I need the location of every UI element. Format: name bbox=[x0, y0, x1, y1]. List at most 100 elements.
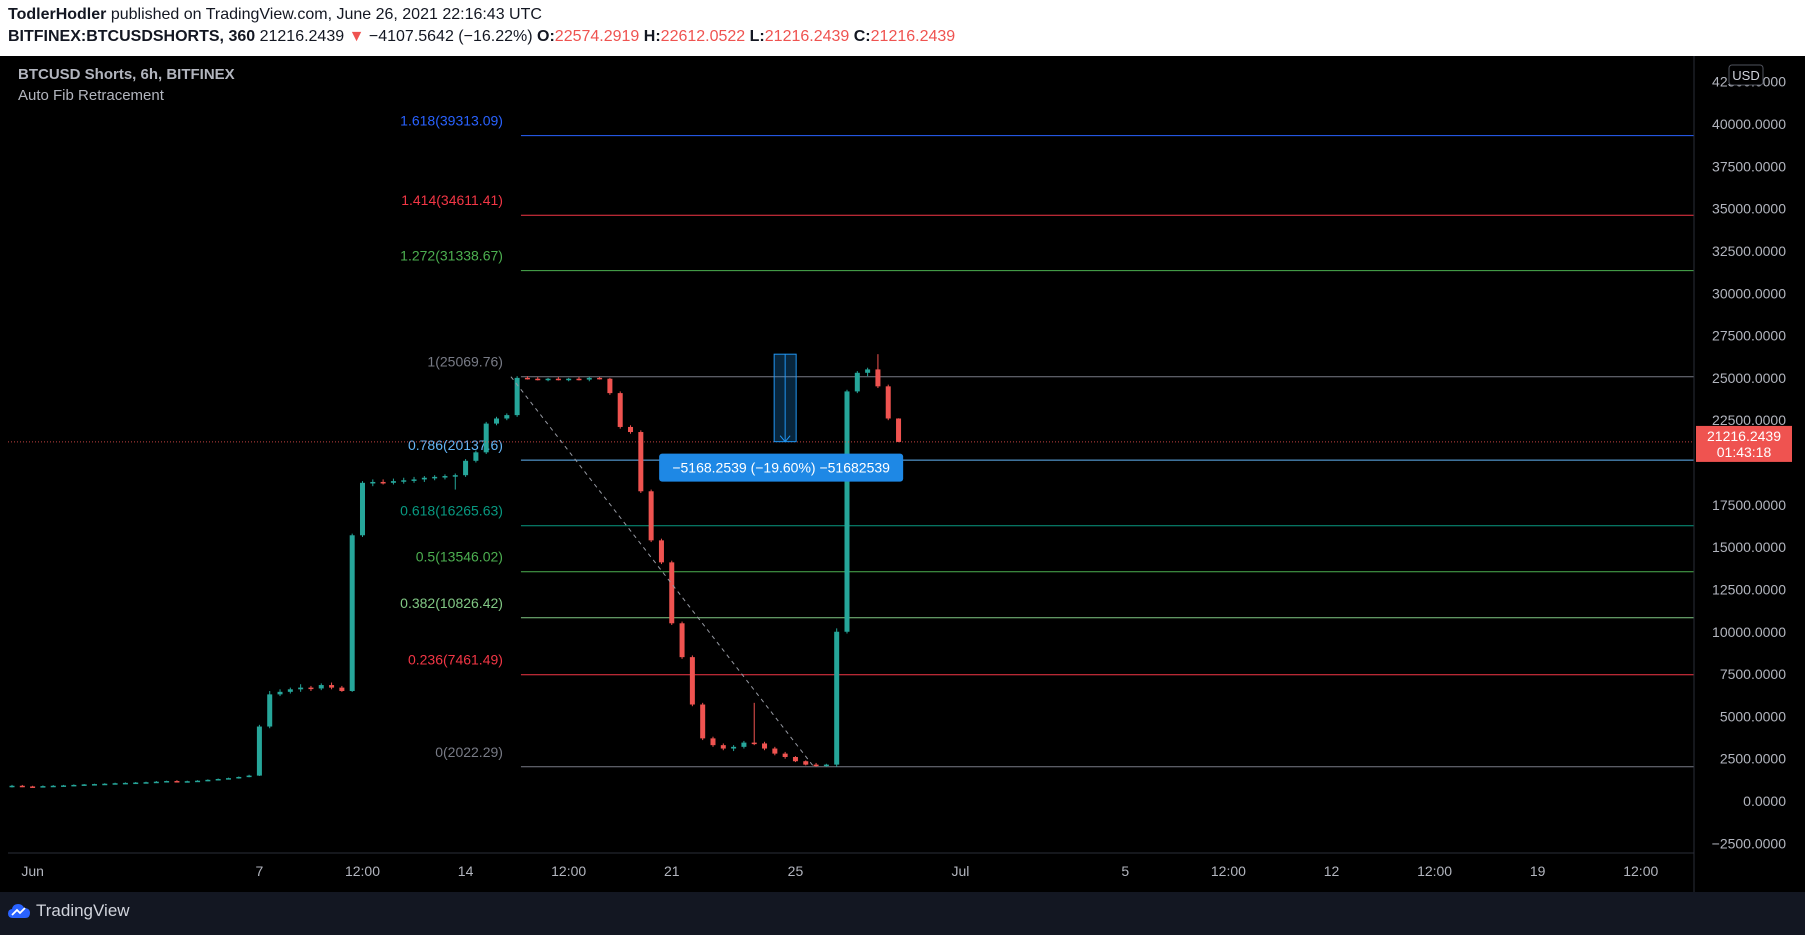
candle-body bbox=[215, 778, 221, 781]
price-axis-tick: 0.0000 bbox=[1743, 793, 1786, 809]
candle-body bbox=[133, 782, 139, 785]
time-axis-tick: 12:00 bbox=[1417, 863, 1452, 879]
candle-body bbox=[689, 657, 695, 705]
time-axis-tick: 12:00 bbox=[1211, 863, 1246, 879]
high-label: H: bbox=[643, 28, 661, 45]
price-axis-tick: −2500.0000 bbox=[1712, 835, 1787, 851]
candle-body bbox=[494, 418, 500, 424]
fib-level-label: 1.414(34611.41) bbox=[401, 192, 503, 208]
fib-level-label: 1(25069.76) bbox=[427, 354, 503, 370]
time-axis-tick: 12:00 bbox=[551, 863, 586, 879]
candle-body bbox=[205, 779, 211, 782]
fib-level-label: 1.272(31338.67) bbox=[400, 248, 503, 264]
candle-body bbox=[236, 776, 242, 779]
candle-body bbox=[617, 393, 623, 427]
price-axis-tick: 5000.0000 bbox=[1720, 708, 1786, 724]
candle-body bbox=[669, 562, 675, 624]
published-text: published on TradingView.com, June 26, 2… bbox=[110, 6, 542, 23]
candle-body bbox=[648, 491, 654, 541]
candle-body bbox=[432, 476, 438, 479]
footer: TradingView bbox=[0, 892, 1805, 935]
time-axis-tick: 12:00 bbox=[345, 863, 380, 879]
candle-body bbox=[545, 378, 551, 381]
candle-body bbox=[896, 418, 902, 442]
candle-body bbox=[679, 623, 685, 658]
tradingview-brand[interactable]: TradingView bbox=[8, 901, 130, 921]
candle-body bbox=[658, 540, 664, 563]
candle-body bbox=[225, 778, 231, 780]
candle-body bbox=[287, 689, 293, 692]
candle-body bbox=[823, 764, 829, 767]
candle-body bbox=[535, 378, 541, 381]
price-axis-tick: 30000.0000 bbox=[1712, 285, 1786, 301]
currency-label: USD bbox=[1732, 68, 1759, 83]
candle-body bbox=[803, 761, 809, 765]
low-value: 21216.2439 bbox=[764, 28, 850, 45]
candle-body bbox=[442, 476, 448, 478]
candle-body bbox=[741, 742, 747, 747]
last-price-countdown: 01:43:18 bbox=[1717, 444, 1772, 460]
down-triangle-icon: ▼ bbox=[348, 28, 365, 45]
candle-body bbox=[246, 775, 252, 778]
candle-body bbox=[751, 742, 757, 745]
price-axis-tick: 7500.0000 bbox=[1720, 666, 1786, 682]
candle-body bbox=[628, 426, 634, 433]
candle-body bbox=[834, 631, 840, 765]
candle-body bbox=[504, 415, 510, 419]
candle-body bbox=[762, 743, 768, 749]
close-value: 21216.2439 bbox=[870, 28, 956, 45]
candle-body bbox=[308, 687, 314, 690]
fib-level-label: 0(2022.29) bbox=[435, 744, 503, 760]
candle-body bbox=[792, 756, 798, 762]
candle-body bbox=[875, 369, 881, 387]
candle-body bbox=[195, 780, 201, 783]
last-price-marker bbox=[1696, 425, 1792, 462]
close-label: C: bbox=[853, 28, 871, 45]
candle-body bbox=[50, 785, 56, 788]
candle-body bbox=[524, 377, 530, 380]
time-axis-tick: 5 bbox=[1121, 863, 1129, 879]
candle-body bbox=[555, 378, 561, 381]
measure-arrow-head bbox=[779, 435, 791, 443]
price-axis-tick: 15000.0000 bbox=[1712, 539, 1786, 555]
open-value: 22574.2919 bbox=[554, 28, 640, 45]
change-value: −4107.5642 (−16.22%) bbox=[368, 28, 533, 45]
candle-body bbox=[844, 391, 850, 632]
time-axis-tick: Jul bbox=[951, 863, 969, 879]
currency-box[interactable] bbox=[1728, 64, 1764, 86]
symbol: BITFINEX:BTCUSDSHORTS, 360 bbox=[8, 28, 256, 45]
candle-body bbox=[813, 764, 819, 767]
candle-body bbox=[865, 369, 871, 373]
candle-body bbox=[184, 781, 190, 783]
time-axis[interactable]: Jun 7 12:00 14 12:00 21 25 Jul 5 12:00 12 12:00 19 12… bbox=[8, 852, 1694, 879]
candle-body bbox=[370, 481, 376, 484]
candle-body bbox=[854, 372, 860, 392]
series-title[interactable]: BTCUSD Shorts, 6h, BITFINEX bbox=[18, 66, 235, 83]
time-axis-tick: 12 bbox=[1324, 863, 1340, 879]
candle-body bbox=[256, 726, 262, 776]
candle-body bbox=[607, 378, 613, 394]
candle-body bbox=[298, 687, 304, 690]
candle-body bbox=[71, 784, 77, 787]
indicator-title[interactable]: Auto Fib Retracement bbox=[18, 87, 164, 104]
candle-body bbox=[700, 704, 706, 739]
candle-body bbox=[731, 746, 737, 749]
fib-level-label: 0.618(16265.63) bbox=[400, 503, 503, 519]
candle-body bbox=[91, 784, 97, 786]
publish-line: TodlerHodler published on TradingView.co… bbox=[8, 6, 542, 24]
time-axis-tick: 25 bbox=[788, 863, 804, 879]
price-axis-tick: 40000.0000 bbox=[1712, 116, 1786, 132]
last-price: 21216.2439 bbox=[259, 28, 345, 45]
price-axis[interactable]: 42500.000040000.000037500.000035000.0000… bbox=[1693, 56, 1792, 892]
candle-body bbox=[401, 480, 407, 482]
price-axis-tick: 37500.0000 bbox=[1712, 158, 1786, 174]
fib-level-label: 0.236(7461.49) bbox=[408, 652, 503, 668]
publisher-name[interactable]: TodlerHodler bbox=[8, 6, 107, 23]
candle-body bbox=[174, 781, 180, 783]
candle-body bbox=[19, 785, 25, 788]
price-axis-tick: 22500.0000 bbox=[1712, 412, 1786, 428]
chart-legend: BTCUSD Shorts, 6h, BITFINEX Auto Fib Ret… bbox=[18, 66, 235, 104]
fib-trend-line bbox=[510, 376, 815, 768]
price-chart[interactable]: 1.618(39313.09) 1.414(34611.41) 1.272(3133… bbox=[0, 56, 1805, 892]
time-axis-tick: 14 bbox=[458, 863, 474, 879]
